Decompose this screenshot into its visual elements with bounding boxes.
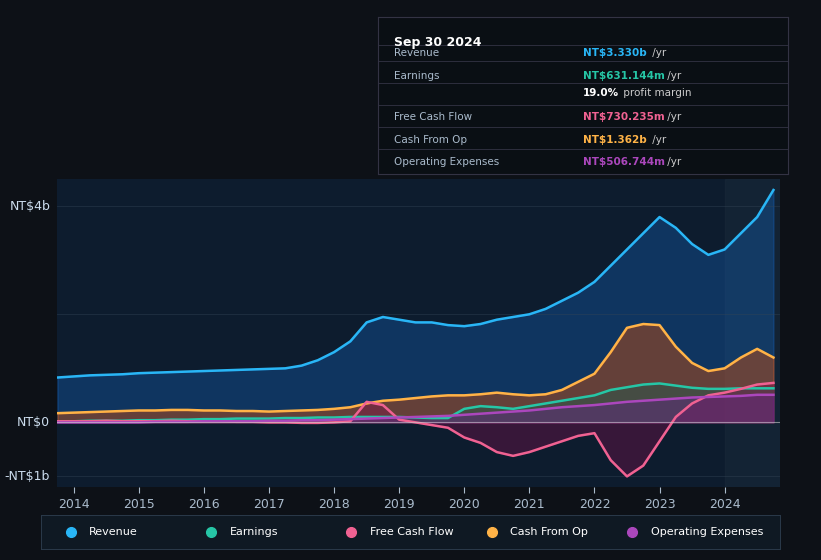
Text: NT$631.144m: NT$631.144m: [583, 71, 665, 81]
Text: Free Cash Flow: Free Cash Flow: [370, 527, 453, 537]
Text: /yr: /yr: [664, 71, 681, 81]
Text: NT$3.330b: NT$3.330b: [583, 48, 647, 58]
Text: NT$0: NT$0: [17, 416, 50, 429]
Text: Cash From Op: Cash From Op: [394, 136, 467, 146]
Text: 19.0%: 19.0%: [583, 88, 619, 99]
Text: NT$1.362b: NT$1.362b: [583, 136, 647, 146]
Text: /yr: /yr: [664, 157, 681, 167]
Text: profit margin: profit margin: [620, 88, 691, 99]
Bar: [725, 179, 780, 487]
Text: Free Cash Flow: Free Cash Flow: [394, 112, 472, 122]
Text: NT$4b: NT$4b: [9, 200, 50, 213]
Text: Earnings: Earnings: [394, 71, 439, 81]
Text: Sep 30 2024: Sep 30 2024: [394, 36, 482, 49]
Text: Revenue: Revenue: [394, 48, 439, 58]
Text: Revenue: Revenue: [89, 527, 138, 537]
Text: Operating Expenses: Operating Expenses: [394, 157, 499, 167]
Text: -NT$1b: -NT$1b: [5, 470, 50, 483]
Text: NT$730.235m: NT$730.235m: [583, 112, 665, 122]
Text: Operating Expenses: Operating Expenses: [651, 527, 763, 537]
Text: /yr: /yr: [664, 112, 681, 122]
Text: Cash From Op: Cash From Op: [511, 527, 588, 537]
Text: /yr: /yr: [649, 136, 667, 146]
Text: Earnings: Earnings: [230, 527, 278, 537]
Text: /yr: /yr: [649, 48, 667, 58]
Text: NT$506.744m: NT$506.744m: [583, 157, 665, 167]
